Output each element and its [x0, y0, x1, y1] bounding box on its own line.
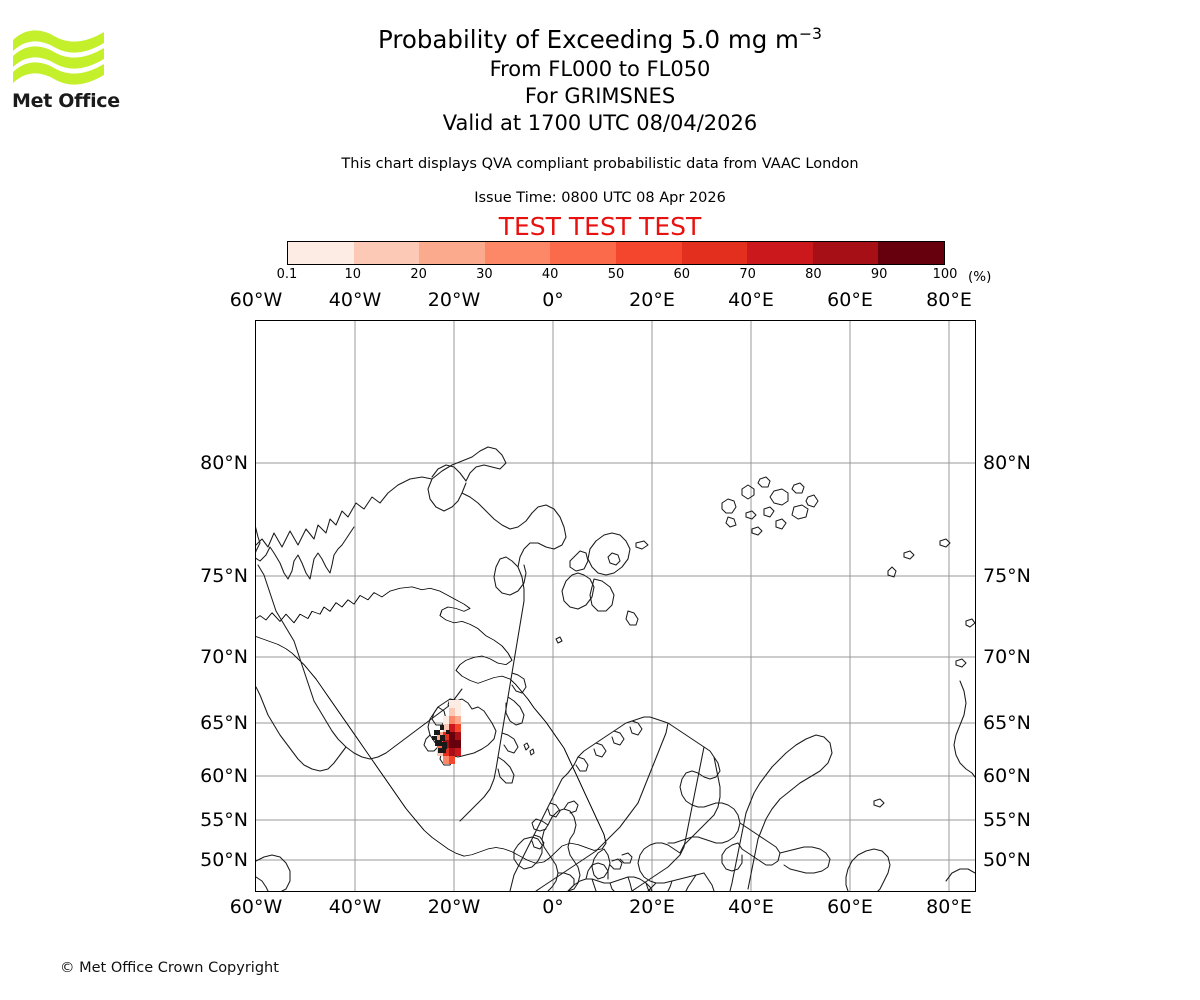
lat-tick-left-60°N: 60°N	[200, 765, 248, 787]
copyright-notice: © Met Office Crown Copyright	[60, 960, 279, 976]
colorbar-gradient	[287, 241, 945, 265]
probability-colorbar	[287, 241, 945, 265]
map-gridlines	[256, 321, 975, 891]
lon-tick-top-0°: 0°	[542, 289, 564, 311]
colorbar-tick-labels: 0.1 10 20 30 40 50 60 70 80 90 100	[277, 267, 958, 285]
colorbar-segment-0.1-10	[288, 242, 354, 264]
colorbar-segment-60-70	[681, 242, 748, 264]
colorbar-segment-50-60	[615, 242, 682, 264]
qva-disclaimer: This chart displays QVA compliant probab…	[341, 156, 859, 172]
lat-tick-right-80°N: 80°N	[983, 452, 1031, 474]
page-title-exponent: −3	[798, 23, 823, 43]
colorbar-tick-70: 70	[739, 267, 756, 282]
plume-source-core	[432, 725, 450, 753]
lon-tick-top-80°E: 80°E	[926, 289, 972, 311]
lon-tick-top-60°W: 60°W	[229, 289, 283, 311]
map-landmasses	[256, 446, 975, 891]
lon-tick-bottom-40°W: 40°W	[328, 896, 382, 918]
colorbar-tick-0.1: 0.1	[276, 267, 298, 282]
lat-tick-left-80°N: 80°N	[200, 452, 248, 474]
lat-tick-right-65°N: 65°N	[983, 712, 1031, 734]
colorbar-tick-60: 60	[673, 267, 691, 282]
map-plot-area[interactable]	[255, 320, 976, 892]
lat-tick-right-55°N: 55°N	[983, 809, 1031, 831]
lat-tick-left-50°N: 50°N	[200, 849, 248, 871]
lat-tick-right-70°N: 70°N	[983, 646, 1031, 668]
colorbar-segment-90-100	[878, 242, 944, 264]
colorbar-tick-50: 50	[607, 267, 625, 282]
colorbar-tick-30: 30	[476, 267, 493, 282]
colorbar-units-label: (%)	[968, 269, 992, 285]
chart-title-block: Probability of Exceeding 5.0 mg m−3 From…	[0, 24, 1200, 137]
lon-tick-bottom-80°E: 80°E	[926, 896, 972, 918]
met-office-logo-text: Met Office	[12, 90, 120, 112]
lon-tick-bottom-20°E: 20°E	[629, 896, 675, 918]
lon-tick-top-40°E: 40°E	[728, 289, 774, 311]
title-valid-time: Valid at 1700 UTC 08/04/2026	[442, 111, 758, 135]
map-coastlines	[256, 586, 607, 864]
page-title: Probability of Exceeding 5.0 mg m−3	[0, 24, 1200, 56]
lat-tick-left-70°N: 70°N	[200, 646, 248, 668]
colorbar-segment-40-50	[550, 242, 616, 264]
title-flight-levels: From FL000 to FL050	[489, 57, 711, 81]
test-banner: TEST TEST TEST	[498, 212, 702, 241]
colorbar-tick-10: 10	[344, 267, 362, 282]
lon-tick-bottom-20°W: 20°W	[427, 896, 481, 918]
lon-tick-top-20°W: 20°W	[427, 289, 481, 311]
lat-tick-left-55°N: 55°N	[200, 809, 248, 831]
lon-tick-top-60°E: 60°E	[827, 289, 873, 311]
page-title-text: Probability of Exceeding 5.0 mg m	[377, 25, 799, 54]
colorbar-tick-100: 100	[932, 267, 958, 282]
lon-tick-bottom-60°W: 60°W	[229, 896, 283, 918]
lon-tick-bottom-40°E: 40°E	[728, 896, 774, 918]
colorbar-tick-20: 20	[410, 267, 427, 282]
colorbar-tick-40: 40	[541, 267, 559, 282]
met-office-logo: Met Office	[12, 26, 122, 116]
lon-tick-top-40°W: 40°W	[328, 289, 382, 311]
lon-tick-bottom-0°: 0°	[542, 896, 564, 918]
map-canvas	[256, 321, 975, 891]
colorbar-tick-80: 80	[805, 267, 822, 282]
colorbar-segment-30-40	[484, 242, 551, 264]
lat-tick-left-65°N: 65°N	[200, 712, 248, 734]
lat-tick-right-75°N: 75°N	[983, 565, 1031, 587]
lat-tick-right-50°N: 50°N	[983, 849, 1031, 871]
lat-tick-left-75°N: 75°N	[200, 565, 248, 587]
colorbar-segment-70-80	[747, 242, 813, 264]
colorbar-segment-80-90	[812, 242, 879, 264]
met-office-wave-icon	[13, 30, 104, 85]
title-volcano-name: For GRIMSNES	[524, 84, 676, 108]
colorbar-tick-90: 90	[870, 267, 888, 282]
lon-tick-top-20°E: 20°E	[629, 289, 675, 311]
lat-tick-right-60°N: 60°N	[983, 765, 1031, 787]
colorbar-segment-20-30	[419, 242, 485, 264]
issue-time-label: Issue Time: 0800 UTC 08 Apr 2026	[474, 190, 726, 206]
colorbar-segment-10-20	[353, 242, 420, 264]
lon-tick-bottom-60°E: 60°E	[827, 896, 873, 918]
